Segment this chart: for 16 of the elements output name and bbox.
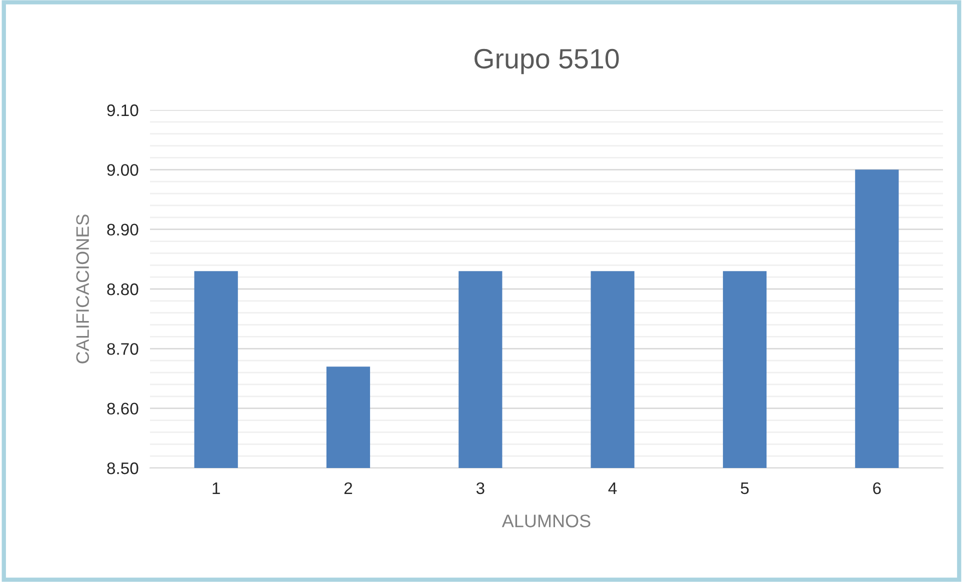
x-tick-label: 3 bbox=[476, 482, 484, 494]
x-tick-label: 2 bbox=[344, 482, 352, 494]
y-tick-label: 8.50 bbox=[107, 462, 138, 474]
y-tick-label: 8.90 bbox=[107, 224, 138, 236]
y-tick-label: 9.00 bbox=[107, 164, 138, 176]
chart-title: Grupo 5510 bbox=[474, 48, 619, 74]
y-tick-label: 9.10 bbox=[107, 104, 138, 116]
x-tick-label: 6 bbox=[873, 482, 881, 494]
y-tick-label: 8.80 bbox=[107, 283, 138, 296]
x-tick-label: 1 bbox=[212, 482, 220, 494]
y-tick-label: 8.60 bbox=[107, 402, 138, 415]
x-axis-title: ALUMNOS bbox=[502, 514, 590, 528]
y-tick-label: 8.70 bbox=[107, 343, 138, 355]
y-axis-title: CALIFICACIONES bbox=[76, 214, 89, 364]
x-tick-label: 5 bbox=[740, 482, 749, 494]
x-tick-label: 4 bbox=[608, 482, 617, 494]
